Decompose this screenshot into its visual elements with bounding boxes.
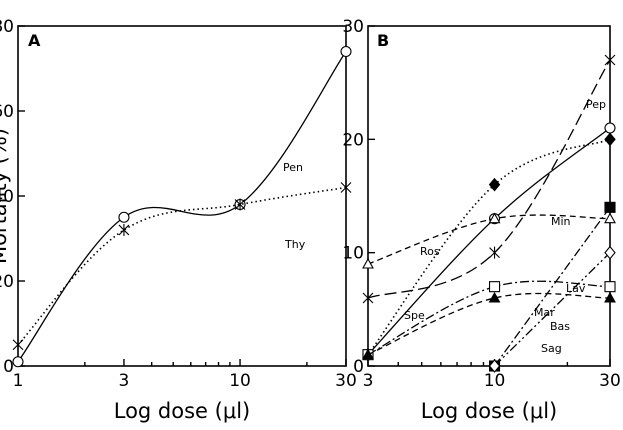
bas-point-0 bbox=[362, 348, 374, 360]
min-point-0 bbox=[362, 257, 374, 269]
y-tick-label-b-0: 0 bbox=[353, 357, 364, 377]
series-line-sag bbox=[494, 252, 611, 367]
thy-point-0 bbox=[12, 338, 24, 351]
ros-point-2 bbox=[604, 132, 616, 147]
spe-point-2 bbox=[604, 122, 616, 134]
series-spe: Spe bbox=[362, 122, 616, 361]
panel-a: 1 3 10 30 0 20 40 60 80 A Log dose (μl) Mortality (… bbox=[0, 17, 357, 423]
series-label-thy: Thy bbox=[284, 238, 306, 251]
sag-point-0 bbox=[488, 359, 501, 373]
y-tick-label-a-20: 20 bbox=[0, 272, 14, 292]
series-pep: Pep bbox=[362, 54, 616, 304]
y-tick-label-b-30: 30 bbox=[342, 17, 364, 37]
y-tick-label-a-60: 60 bbox=[0, 102, 14, 122]
x-tick-label-a-30: 30 bbox=[335, 371, 357, 391]
series-label-ros: Ros bbox=[420, 245, 440, 258]
ros-point-1 bbox=[488, 177, 501, 192]
mar-point-2 bbox=[604, 281, 616, 293]
series-label-min: Min bbox=[551, 215, 571, 228]
pep-point-1 bbox=[489, 246, 500, 259]
pen-point-0 bbox=[12, 356, 24, 368]
y-tick-label-a-80: 80 bbox=[0, 17, 14, 37]
mar-point-1 bbox=[488, 281, 501, 293]
x-tick-label-b-30: 30 bbox=[599, 371, 621, 391]
series-pen: Pen bbox=[12, 45, 352, 368]
series-thy: Thy bbox=[12, 181, 352, 351]
pen-point-1 bbox=[118, 211, 130, 223]
sag-point-1 bbox=[604, 245, 616, 260]
thy-point-3 bbox=[340, 181, 352, 194]
series-label-spe: Spe bbox=[404, 309, 425, 322]
x-tick-label-a-10: 10 bbox=[229, 371, 251, 391]
y-tick-label-a-40: 40 bbox=[0, 187, 14, 207]
series-label-pep: Pep bbox=[586, 98, 606, 111]
y-tick-label-a-0: 0 bbox=[3, 357, 14, 377]
series-sag: Sag bbox=[488, 245, 616, 373]
pen-point-3 bbox=[340, 45, 352, 58]
series-line-pen bbox=[17, 51, 347, 363]
series-line-pep bbox=[367, 59, 611, 299]
pep-point-2 bbox=[604, 54, 616, 66]
bas-point-2 bbox=[604, 291, 616, 303]
min-point-1 bbox=[488, 212, 501, 224]
series-line-lav bbox=[494, 206, 611, 367]
lav-point-1 bbox=[604, 201, 616, 213]
series-line-bas bbox=[367, 292, 611, 356]
series-line-min bbox=[367, 214, 611, 265]
thy-point-2 bbox=[234, 198, 246, 211]
series-bas: Bas bbox=[362, 291, 616, 360]
bas-point-1 bbox=[488, 291, 501, 303]
series-ros: Ros bbox=[362, 132, 616, 362]
thy-point-1 bbox=[118, 224, 130, 236]
panel-a-frame bbox=[17, 25, 347, 367]
x-tick-label-b-3: 3 bbox=[363, 371, 374, 391]
x-tick-label-b-10: 10 bbox=[484, 371, 506, 391]
panel-letter-b: B bbox=[377, 31, 389, 50]
panel-letter-a: A bbox=[28, 31, 41, 50]
series-min: Min bbox=[362, 212, 616, 269]
series-label-mar: Mar bbox=[534, 306, 555, 319]
x-axis-title-b: Log dose (μl) bbox=[421, 399, 557, 423]
series-label-bas: Bas bbox=[550, 320, 570, 333]
min-point-2 bbox=[604, 212, 616, 224]
y-axis-title: Mortality (%) bbox=[0, 128, 11, 264]
pep-point-0 bbox=[362, 292, 374, 304]
y-tick-label-b-10: 10 bbox=[342, 244, 364, 264]
series-label-sag: Sag bbox=[541, 342, 562, 355]
series-label-pen: Pen bbox=[283, 161, 303, 174]
x-tick-label-a-3: 3 bbox=[119, 371, 130, 391]
x-tick-label-a-1: 1 bbox=[13, 371, 24, 391]
y-tick-label-b-20: 20 bbox=[342, 130, 364, 150]
series-line-ros bbox=[367, 138, 611, 356]
x-axis-title-a: Log dose (μl) bbox=[114, 399, 250, 423]
